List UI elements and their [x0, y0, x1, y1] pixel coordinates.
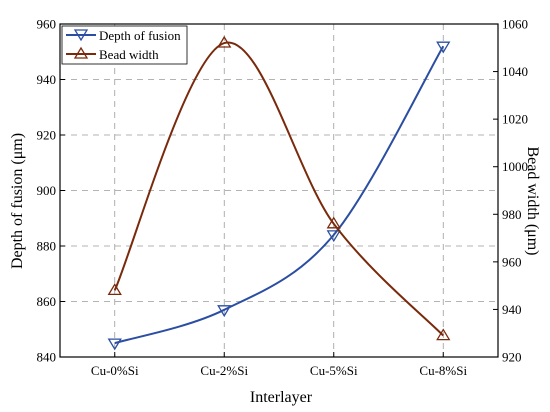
- y-axis-title: Depth of fusion (μm): [9, 133, 26, 269]
- y-tick-label: 960: [37, 17, 57, 32]
- series-line: [114, 45, 445, 345]
- y-tick-label: 880: [37, 239, 57, 254]
- y2-tick-label: 980: [502, 207, 522, 222]
- x-tick-label: Cu-8%Si: [419, 363, 467, 378]
- legend-marker-bead: [73, 46, 89, 59]
- y-tick-label: 940: [37, 72, 57, 87]
- y-tick-label: 840: [37, 350, 57, 365]
- data-point: [326, 216, 341, 229]
- series-1: [107, 35, 451, 341]
- y-tick-label: 920: [37, 128, 57, 143]
- data-point: [217, 35, 232, 48]
- data-point: [436, 328, 451, 341]
- legend: Depth of fusion Bead width: [61, 25, 188, 65]
- x-tick-label: Cu-5%Si: [310, 363, 358, 378]
- data-point: [217, 305, 232, 318]
- legend-marker-depth: [73, 29, 89, 42]
- legend-box: [61, 25, 188, 65]
- x-axis-title: Interlayer: [250, 389, 313, 406]
- y2-axis-title: Bead width (μm): [524, 147, 541, 256]
- tick-labels: 840 860 880 900 920 940 960 920 940 960 980 1000 102…: [37, 17, 529, 379]
- series-0: [107, 41, 451, 351]
- data-point: [326, 230, 341, 243]
- y2-tick-label: 1060: [502, 17, 528, 32]
- x-tick-label: Cu-2%Si: [200, 363, 248, 378]
- y2-tick-label: 960: [502, 254, 522, 269]
- data-point: [107, 338, 122, 351]
- grid-lines: [60, 24, 498, 357]
- y2-tick-label: 1020: [502, 112, 528, 127]
- data-point: [436, 41, 451, 54]
- y2-tick-label: 940: [502, 302, 522, 317]
- series-line: [113, 41, 444, 337]
- y2-tick-label: 1000: [502, 159, 528, 174]
- legend-label-depth: Depth of fusion: [99, 28, 181, 43]
- series-layer: [107, 35, 451, 351]
- y-tick-label: 860: [37, 294, 57, 309]
- y-tick-label: 900: [37, 183, 57, 198]
- y2-tick-label: 920: [502, 350, 522, 365]
- data-point: [107, 283, 122, 296]
- plot-frame: [59, 23, 499, 358]
- plot-border: [59, 23, 499, 358]
- y2-tick-label: 1040: [502, 64, 528, 79]
- legend-label-bead: Bead width: [99, 47, 159, 62]
- x-tick-label: Cu-0%Si: [91, 363, 139, 378]
